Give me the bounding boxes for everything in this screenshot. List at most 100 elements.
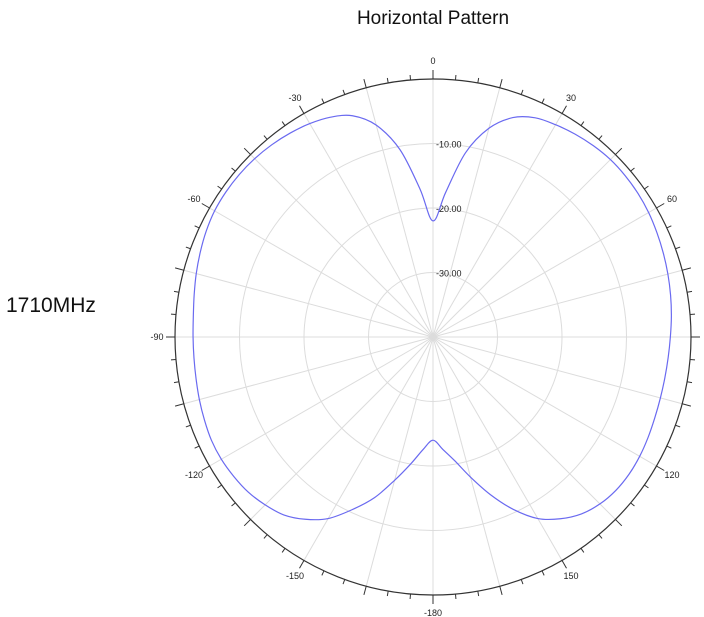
angle-tick xyxy=(675,246,681,250)
grid-spoke xyxy=(432,207,657,338)
angle-tick xyxy=(321,570,325,576)
angle-tick xyxy=(201,465,210,471)
angle-tick xyxy=(630,502,635,507)
angle-tick xyxy=(675,424,681,428)
grid-spoke xyxy=(183,336,434,405)
angle-tick xyxy=(686,290,693,293)
angle-tick xyxy=(243,147,251,155)
angle-tick xyxy=(194,225,200,229)
angle-tick-label: -30 xyxy=(288,93,301,103)
grid-spoke xyxy=(432,154,616,338)
angle-tick xyxy=(580,548,585,553)
grid-spoke xyxy=(432,336,563,561)
angle-tick xyxy=(185,246,191,250)
ring-label: -20.00 xyxy=(436,204,462,214)
angle-tick xyxy=(561,560,567,569)
angle-tick-label: -150 xyxy=(286,571,304,581)
grid-spoke xyxy=(250,336,434,520)
angle-tick xyxy=(520,89,524,95)
frequency-label: 1710MHz xyxy=(6,294,96,317)
angle-tick xyxy=(363,586,367,596)
angle-tick xyxy=(281,121,286,126)
angle-tick xyxy=(580,121,585,126)
angle-tick xyxy=(615,519,623,527)
angle-tick xyxy=(615,147,623,155)
grid-spoke xyxy=(183,269,434,338)
angle-tick xyxy=(499,78,503,88)
angle-tick xyxy=(630,167,635,172)
angle-tick xyxy=(363,78,367,88)
angle-tick xyxy=(682,403,692,407)
series-layer xyxy=(192,114,672,521)
angle-tick xyxy=(386,77,389,84)
polar-grid xyxy=(174,78,692,596)
angle-tick xyxy=(499,586,503,596)
grid-spoke xyxy=(209,336,434,467)
angle-tick xyxy=(321,98,325,104)
angle-tick xyxy=(231,167,236,172)
angle-tick xyxy=(201,203,210,209)
angle-tick xyxy=(541,570,545,576)
grid-spoke xyxy=(303,113,434,338)
grid-spoke xyxy=(303,336,434,561)
angle-tick xyxy=(185,424,191,428)
angle-tick-label: 150 xyxy=(563,571,578,581)
angle-tick xyxy=(342,89,346,95)
angle-tick xyxy=(598,135,603,140)
grid-spoke xyxy=(432,336,657,467)
grid-spoke xyxy=(365,336,434,587)
angle-tick xyxy=(217,185,222,190)
grid-spoke xyxy=(250,154,434,338)
grid-spoke xyxy=(365,87,434,338)
ring-labels: -10.00 -20.00 -30.00 xyxy=(436,140,462,279)
angle-tick-label: -120 xyxy=(185,470,203,480)
angle-tick-label: 120 xyxy=(665,470,680,480)
angle-tick-label: 0 xyxy=(430,56,435,66)
angle-tick-label: 30 xyxy=(566,93,576,103)
angle-tick xyxy=(217,484,222,489)
angle-tick xyxy=(682,267,692,271)
grid-spoke xyxy=(432,113,563,338)
grid-spoke xyxy=(432,269,683,338)
angle-tick xyxy=(281,548,286,553)
angle-tick xyxy=(477,590,480,597)
angle-tick xyxy=(194,445,200,449)
angle-tick xyxy=(263,534,268,539)
angle-tick xyxy=(263,135,268,140)
angle-tick xyxy=(686,381,693,384)
angle-tick-label: -60 xyxy=(187,194,200,204)
angle-tick xyxy=(644,185,649,190)
angle-tick xyxy=(173,381,180,384)
angle-tick xyxy=(656,203,665,209)
grid-spoke xyxy=(432,336,501,587)
angle-tick xyxy=(598,534,603,539)
grid-spoke xyxy=(432,336,683,405)
grid-spoke xyxy=(432,87,501,338)
chart-title: Horizontal Pattern xyxy=(356,8,510,29)
angle-tick xyxy=(561,105,567,114)
angle-tick xyxy=(656,465,665,471)
angle-tick xyxy=(520,579,524,585)
ring-label: -10.00 xyxy=(436,140,462,150)
angle-tick xyxy=(174,403,184,407)
angle-tick xyxy=(342,579,346,585)
angle-tick xyxy=(386,590,389,597)
angle-tick xyxy=(541,98,545,104)
angle-tick xyxy=(644,484,649,489)
angle-tick xyxy=(231,502,236,507)
angle-tick xyxy=(299,105,305,114)
angle-tick-label: -180 xyxy=(424,608,442,617)
angle-tick xyxy=(174,267,184,271)
ring-label: -30.00 xyxy=(436,269,462,279)
angle-labels: 0306090120150-180-150-120-90-60-30 xyxy=(150,56,704,617)
grid-spoke xyxy=(209,207,434,338)
angle-tick xyxy=(477,77,480,84)
angle-tick-label: 60 xyxy=(667,194,677,204)
angle-tick-label: -90 xyxy=(150,332,163,342)
angle-tick xyxy=(666,445,672,449)
angle-tick xyxy=(299,560,305,569)
angle-tick xyxy=(243,519,251,527)
angle-ticks xyxy=(166,70,700,604)
pattern-series-line xyxy=(192,114,672,521)
